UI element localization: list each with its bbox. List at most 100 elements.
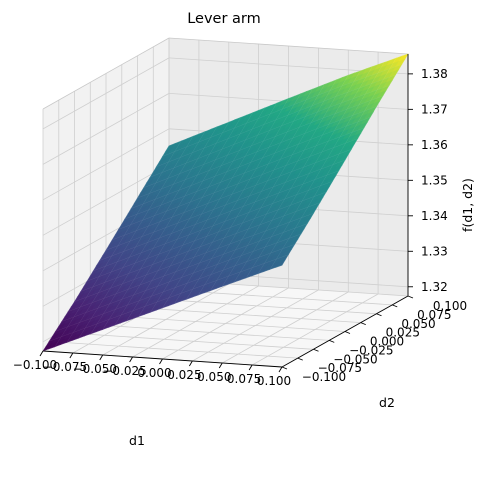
surface-meshline — [42, 145, 170, 352]
z-tick-label: 1.34 — [421, 209, 448, 223]
x-tick-label: 0.050 — [197, 370, 231, 384]
pane-edge — [42, 37, 170, 110]
x-tick-label: 0.075 — [227, 372, 261, 386]
y-tick-label: 0.075 — [417, 308, 451, 322]
surface-meshline — [112, 149, 352, 241]
surface-meshline — [198, 84, 325, 296]
surface-meshline — [269, 58, 397, 270]
gridline-y-floor — [105, 315, 346, 332]
surface-meshline — [74, 213, 314, 302]
gridline-y-floor — [58, 341, 298, 359]
surface-meshline — [245, 66, 373, 279]
gridline-z-left — [42, 93, 170, 165]
surface-meshline — [150, 103, 277, 313]
gridline-y-floor — [121, 306, 361, 323]
y-tick — [297, 357, 303, 361]
surface-meshline — [137, 106, 377, 199]
surface-meshline — [174, 93, 301, 304]
surface-meshline — [150, 85, 390, 178]
y-tick — [313, 348, 319, 352]
y-tick-label: 0.025 — [386, 326, 420, 340]
y-tick — [392, 304, 398, 308]
surface-meshline — [66, 136, 194, 343]
surface-meshline — [233, 70, 361, 283]
y-tick — [360, 322, 366, 326]
y-tick-label: −0.100 — [302, 370, 346, 384]
x-tick-label: −0.050 — [73, 362, 117, 376]
surface-meshline — [90, 126, 218, 334]
surface-meshline — [162, 64, 402, 157]
surface-meshline — [281, 53, 409, 266]
x-tick — [218, 362, 223, 369]
y-tick-label: −0.050 — [333, 352, 377, 366]
x-tick-label: −0.100 — [13, 358, 57, 372]
surface-meshline — [143, 95, 383, 188]
x-tick-label: −0.075 — [43, 360, 87, 374]
surface-meshline — [221, 75, 349, 287]
surface-meshline — [93, 181, 333, 272]
surface-meshline — [124, 127, 364, 220]
y-tick-label: 0.100 — [433, 299, 467, 313]
x-tick-label: 0.025 — [167, 368, 201, 382]
surface-meshline — [210, 79, 337, 291]
surface-patch — [275, 259, 286, 268]
x-tick-label: −0.025 — [102, 364, 146, 378]
surface-meshline — [80, 202, 320, 292]
surface-meshline — [61, 233, 301, 322]
y-tick — [281, 366, 288, 370]
y-tick-label: −0.075 — [318, 361, 362, 375]
surface-meshline — [87, 191, 327, 282]
chart-title: Lever arm — [187, 11, 261, 27]
gridline-z-left — [42, 128, 170, 201]
x-tick — [278, 366, 283, 373]
x-tick — [99, 354, 104, 361]
y-tick-label: 0.050 — [401, 317, 435, 331]
gridline-z-left — [42, 57, 170, 130]
y-tick — [329, 339, 335, 343]
surface-meshline — [99, 170, 339, 261]
surface-mesh — [42, 53, 409, 352]
x-tick — [248, 364, 253, 371]
y-tick — [407, 295, 414, 299]
x-tick — [159, 358, 163, 365]
x-tick — [39, 350, 44, 357]
z-tick-label: 1.37 — [421, 102, 448, 116]
surface-meshline — [55, 244, 295, 332]
z-tick-label: 1.38 — [421, 67, 448, 81]
tick-marks — [39, 73, 414, 373]
z-tick-label: 1.32 — [421, 280, 448, 294]
surface-meshline — [168, 53, 409, 147]
z-tick-label: 1.33 — [421, 244, 448, 258]
surface-meshline — [42, 264, 283, 352]
pane-edge — [168, 37, 409, 55]
x-tick — [129, 356, 134, 363]
surface-meshline — [131, 116, 371, 209]
gridline-y-floor — [74, 332, 314, 350]
y-tick-label: −0.025 — [349, 343, 393, 357]
surface-meshline — [105, 159, 346, 251]
x-tick — [188, 360, 193, 367]
y-tick-label: 0.000 — [370, 335, 404, 349]
surface-meshline — [68, 223, 308, 312]
y-tick — [344, 331, 351, 334]
surface-meshline — [54, 140, 182, 347]
surface-meshline — [114, 117, 241, 326]
x-tick — [69, 352, 74, 359]
gridline-z-left — [42, 163, 170, 236]
surface-meshline — [257, 62, 385, 274]
z-tick-label: 1.35 — [421, 173, 448, 187]
surface-meshline — [78, 131, 206, 339]
surface-meshline — [126, 112, 253, 321]
gridline-y-floor — [90, 324, 330, 341]
x-tick-label: 0.100 — [257, 374, 291, 388]
surface-meshline — [162, 98, 289, 309]
y-axis-label: d2 — [379, 395, 395, 410]
x-tick-label: 0.000 — [137, 366, 171, 380]
surface-meshline — [49, 254, 289, 342]
surface-meshline — [156, 74, 396, 167]
surface-meshline — [102, 122, 230, 330]
surface-meshline — [118, 138, 358, 230]
z-tick-label: 1.36 — [421, 138, 448, 152]
